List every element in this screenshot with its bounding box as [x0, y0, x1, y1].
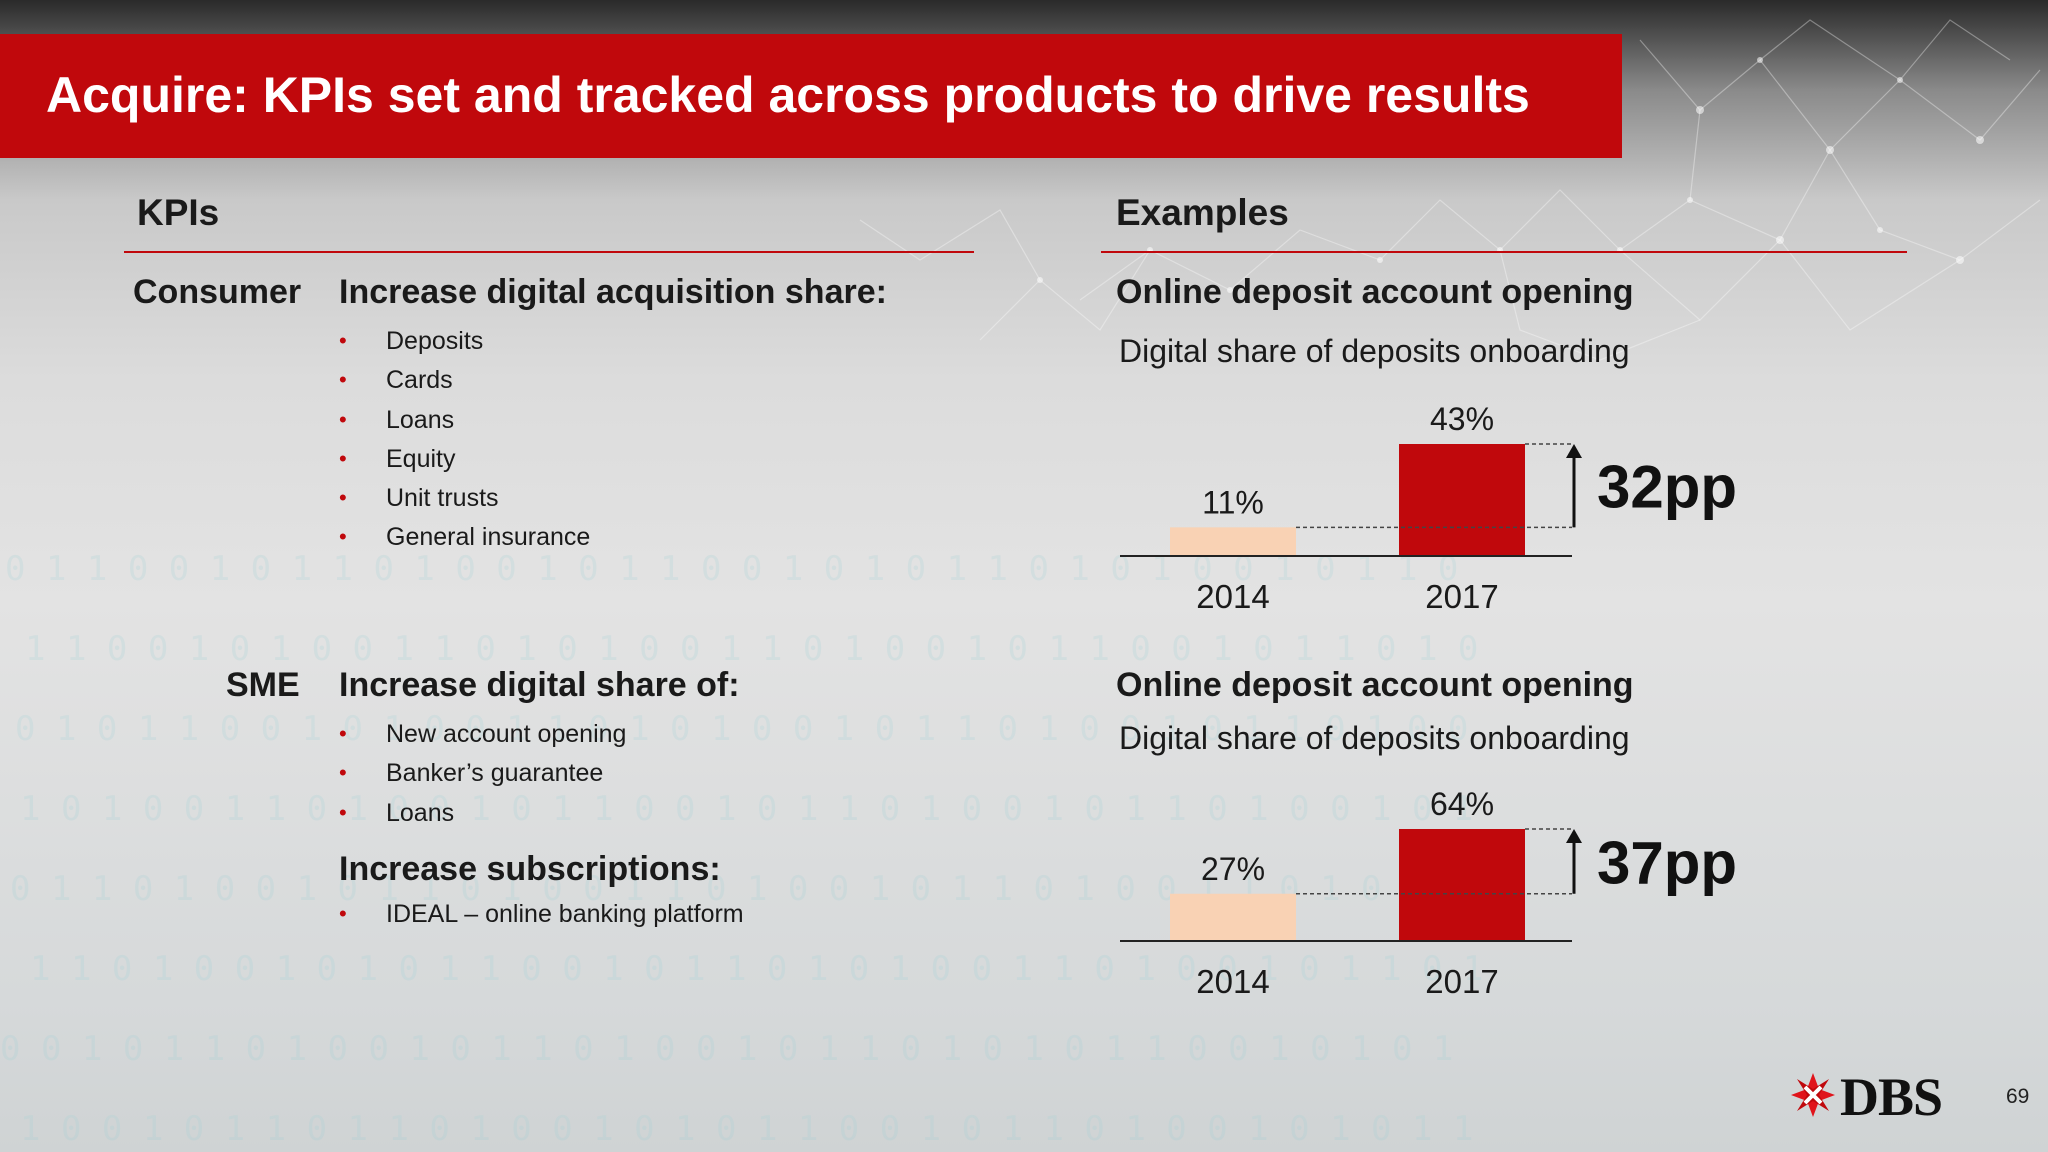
- svg-text:0 0 1 0 1 1 0 1 0 0 1 0 1 1 0: 0 0 1 0 1 1 0 1 0 0 1 0 1 1 0 1 0 0 1 0 …: [0, 1029, 1453, 1069]
- slide-title: Acquire: KPIs set and tracked across pro…: [46, 67, 1530, 123]
- consumer-kpi-item: • Deposits: [339, 326, 590, 365]
- page-number: 69: [2006, 1085, 2030, 1108]
- bullet-icon: •: [339, 524, 347, 550]
- svg-text:0 1 0 1 1 0 0 1 0 1 0 0 1 1 0: 0 1 0 1 1 0 0 1 0 1 0 0 1 1 0 1 0 1 0 0 …: [15, 709, 1468, 749]
- bullet-icon: •: [339, 799, 347, 825]
- chart1-arrow-up-icon: [1566, 444, 1582, 458]
- bullet-icon: •: [339, 485, 347, 511]
- kpis-header: KPIs: [137, 192, 220, 233]
- dbs-logo-text: DBS: [1840, 1067, 1943, 1127]
- examples-header: Examples: [1116, 192, 1289, 233]
- title-bar: [0, 34, 1622, 158]
- consumer-heading: Increase digital acquisition share:: [339, 273, 887, 311]
- consumer-kpi-item-label: Cards: [386, 366, 453, 395]
- bullet-icon: •: [339, 721, 347, 746]
- chart1-plot: 11% 2014 43% 2017 32pp: [1120, 401, 1737, 615]
- sme-heading-subscriptions: Increase subscriptions:: [339, 850, 721, 888]
- chart1-subtitle: Digital share of deposits onboarding: [1119, 333, 1630, 369]
- consumer-label: Consumer: [133, 273, 302, 311]
- sme-heading: Increase digital share of:: [339, 666, 740, 704]
- chart2-value-label: 27%: [1201, 851, 1265, 887]
- chart1-value-label: 43%: [1430, 401, 1494, 437]
- sme-kpi-list: • New account opening • Banker’s guarantee •…: [339, 719, 627, 837]
- sme-kpi-item: • Loans: [339, 798, 626, 837]
- consumer-kpi-item: • Unit trusts: [339, 483, 590, 522]
- sme-kpi-item: • New account opening: [339, 719, 627, 758]
- consumer-kpi-item: • Equity: [339, 444, 590, 483]
- svg-text:1 1 0 1 0 0 1 0 1 0 1 1 0 0 1: 1 1 0 1 0 0 1 0 1 0 1 1 0 0 1 0 1 1 0 1 …: [30, 949, 1483, 989]
- chart1-bar-2017: [1399, 444, 1525, 556]
- chart2-year-label: 2017: [1425, 963, 1498, 1000]
- bullet-icon: •: [339, 445, 347, 471]
- consumer-kpi-item-label: Equity: [386, 444, 456, 473]
- chart2-plot: 27% 2014 64% 2017 37pp: [1120, 786, 1737, 1000]
- consumer-kpi-item: • Loans: [339, 405, 590, 444]
- sme-kpi-item-label: New account opening: [386, 720, 627, 748]
- chart1-delta-label: 32pp: [1597, 454, 1737, 521]
- svg-text:1 0 0 1 0 1 1 0 1 1 0 1 0 0 1: 1 0 0 1 0 1 1 0 1 1 0 1 0 0 1 0 1 0 1 1 …: [20, 1109, 1473, 1149]
- chart2-delta-label: 37pp: [1597, 829, 1737, 896]
- chart2-title: Online deposit account opening: [1116, 666, 1634, 704]
- chart1-title: Online deposit account opening: [1116, 273, 1634, 311]
- consumer-kpi-item-label: Unit trusts: [386, 484, 499, 513]
- chart2-bar-2017: [1399, 829, 1525, 941]
- examples-rule: [1101, 251, 1907, 253]
- chart2-arrow-up-icon: [1566, 829, 1582, 843]
- bullet-icon: •: [339, 901, 347, 926]
- consumer-kpi-item: • General insurance: [339, 522, 591, 561]
- sme-kpi-item-label: Loans: [386, 798, 455, 827]
- consumer-kpi-item-label: Deposits: [386, 327, 484, 355]
- bullet-icon: •: [339, 367, 347, 393]
- dbs-star-logo-icon: [1791, 1073, 1835, 1117]
- chart1-bar-2014: [1170, 527, 1296, 556]
- svg-text:1 0 1 0 0 1 1 0 1 0 0 1 0 1 1: 1 0 1 0 0 1 1 0 1 0 0 1 0 1 1 0 0 1 0 1 …: [20, 789, 1473, 829]
- bullet-icon: •: [339, 328, 347, 353]
- kpis-rule: [124, 251, 974, 253]
- chart2-bar-2014: [1170, 893, 1296, 941]
- chart2-year-label: 2014: [1196, 963, 1269, 1000]
- sme-subscription-item-label: IDEAL – online banking platform: [386, 900, 744, 928]
- consumer-kpi-item: • Cards: [339, 365, 590, 404]
- chart1-value-label: 11%: [1202, 484, 1264, 520]
- consumer-kpi-item-label: General insurance: [386, 523, 591, 552]
- bullet-icon: •: [339, 760, 347, 786]
- chart1-year-label: 2017: [1425, 578, 1498, 615]
- sme-subscription-list: • IDEAL – online banking platform: [339, 899, 744, 938]
- chart2-subtitle: Digital share of deposits onboarding: [1119, 720, 1630, 756]
- svg-text:1 1 0 0 1 0 1 0 0 1 1 0 1 0 1: 1 1 0 0 1 0 1 0 0 1 1 0 1 0 1 0 0 1 1 0 …: [25, 629, 1478, 669]
- sme-subscription-item: • IDEAL – online banking platform: [339, 899, 744, 938]
- bullet-icon: •: [339, 406, 347, 432]
- sme-label: SME: [226, 666, 300, 704]
- sme-kpi-item-label: Banker’s guarantee: [386, 759, 604, 788]
- consumer-kpi-item-label: Loans: [386, 405, 455, 434]
- consumer-kpi-list: • Deposits • Cards • Loans • Equity • Unit trusts…: [339, 326, 591, 562]
- chart1-year-label: 2014: [1196, 578, 1269, 615]
- sme-kpi-item: • Banker’s guarantee: [339, 758, 626, 797]
- chart2-value-label: 64%: [1430, 786, 1494, 822]
